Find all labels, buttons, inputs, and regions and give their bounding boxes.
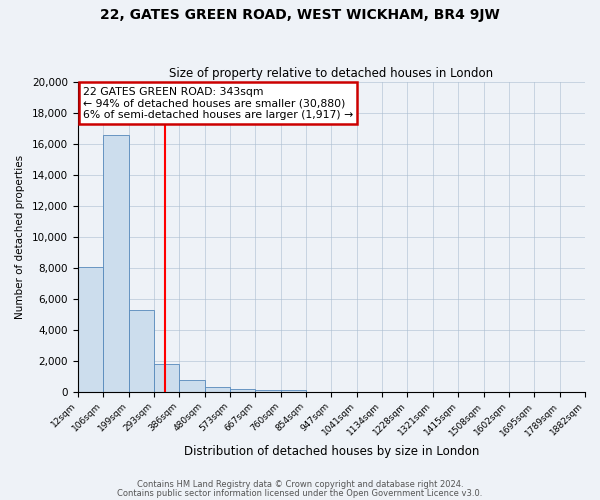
Bar: [179, 380, 205, 392]
Bar: [154, 364, 179, 392]
Bar: [128, 310, 154, 392]
Text: 22 GATES GREEN ROAD: 343sqm
← 94% of detached houses are smaller (30,880)
6% of : 22 GATES GREEN ROAD: 343sqm ← 94% of det…: [83, 86, 353, 120]
Text: Contains HM Land Registry data © Crown copyright and database right 2024.: Contains HM Land Registry data © Crown c…: [137, 480, 463, 489]
Bar: [78, 267, 103, 392]
Text: Contains public sector information licensed under the Open Government Licence v3: Contains public sector information licen…: [118, 488, 482, 498]
Bar: [230, 389, 256, 392]
Text: 22, GATES GREEN ROAD, WEST WICKHAM, BR4 9JW: 22, GATES GREEN ROAD, WEST WICKHAM, BR4 …: [100, 8, 500, 22]
Bar: [103, 134, 128, 392]
Bar: [205, 387, 230, 392]
Title: Size of property relative to detached houses in London: Size of property relative to detached ho…: [169, 66, 493, 80]
Y-axis label: Number of detached properties: Number of detached properties: [15, 155, 25, 319]
Bar: [281, 390, 306, 392]
X-axis label: Distribution of detached houses by size in London: Distribution of detached houses by size …: [184, 444, 479, 458]
Bar: [256, 390, 281, 392]
